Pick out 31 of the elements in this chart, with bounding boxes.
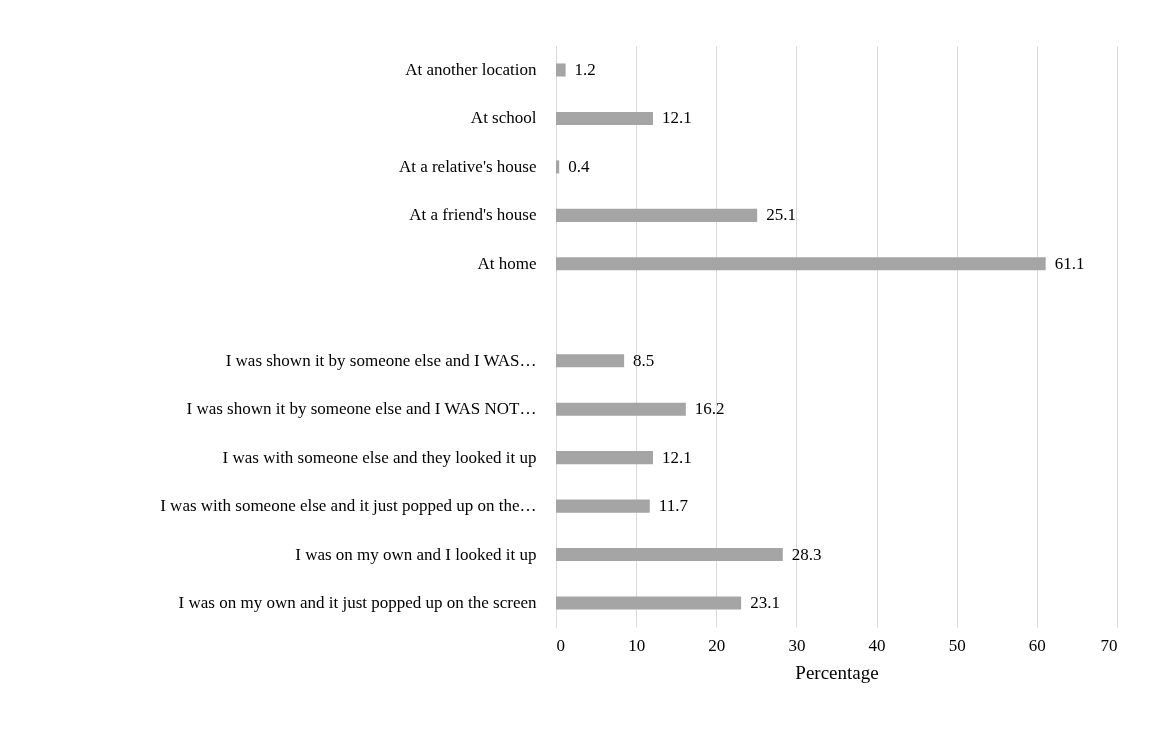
y-tick-label: I was with someone else and it just popped up on the… bbox=[160, 496, 537, 516]
x-axis-title: Percentage bbox=[795, 661, 879, 683]
y-tick-label: I was with someone else and they looked it up bbox=[222, 447, 537, 467]
y-tick-label: I was shown it by someone else and I WAS… bbox=[225, 350, 537, 370]
data-label: 1.2 bbox=[574, 59, 596, 79]
x-tick-label: 10 bbox=[628, 635, 646, 655]
data-label: 28.3 bbox=[791, 544, 822, 564]
x-tick-label: 40 bbox=[868, 635, 886, 655]
x-tick-label: 70 bbox=[1100, 635, 1118, 655]
y-tick-label: At a relative's house bbox=[398, 156, 537, 176]
data-label: 11.7 bbox=[658, 496, 689, 516]
y-tick-label: At school bbox=[470, 108, 537, 128]
y-tick-label: I was on my own and it just popped up on the screen bbox=[178, 593, 537, 613]
data-label: 61.1 bbox=[1054, 253, 1085, 273]
data-label: 16.2 bbox=[694, 399, 725, 419]
y-tick-label: At another location bbox=[405, 59, 537, 79]
x-tick-label: 30 bbox=[788, 635, 806, 655]
data-label: 8.5 bbox=[633, 350, 655, 370]
x-tick-label: 20 bbox=[708, 635, 726, 655]
x-tick-label: 0 bbox=[556, 635, 565, 655]
y-tick-label: I was on my own and I looked it up bbox=[295, 544, 537, 564]
data-label: 23.1 bbox=[750, 593, 780, 613]
data-label: 0.4 bbox=[568, 156, 590, 176]
y-tick-label: At home bbox=[477, 253, 537, 273]
y-tick-label: I was shown it by someone else and I WAS NOT… bbox=[186, 399, 537, 419]
data-label: 12.1 bbox=[661, 108, 692, 128]
x-tick-label: 60 bbox=[1028, 635, 1046, 655]
data-label: 25.1 bbox=[766, 205, 796, 225]
y-tick-label: At a friend's house bbox=[409, 205, 537, 225]
data-label: 12.1 bbox=[661, 447, 692, 467]
x-tick-label: 50 bbox=[948, 635, 966, 655]
